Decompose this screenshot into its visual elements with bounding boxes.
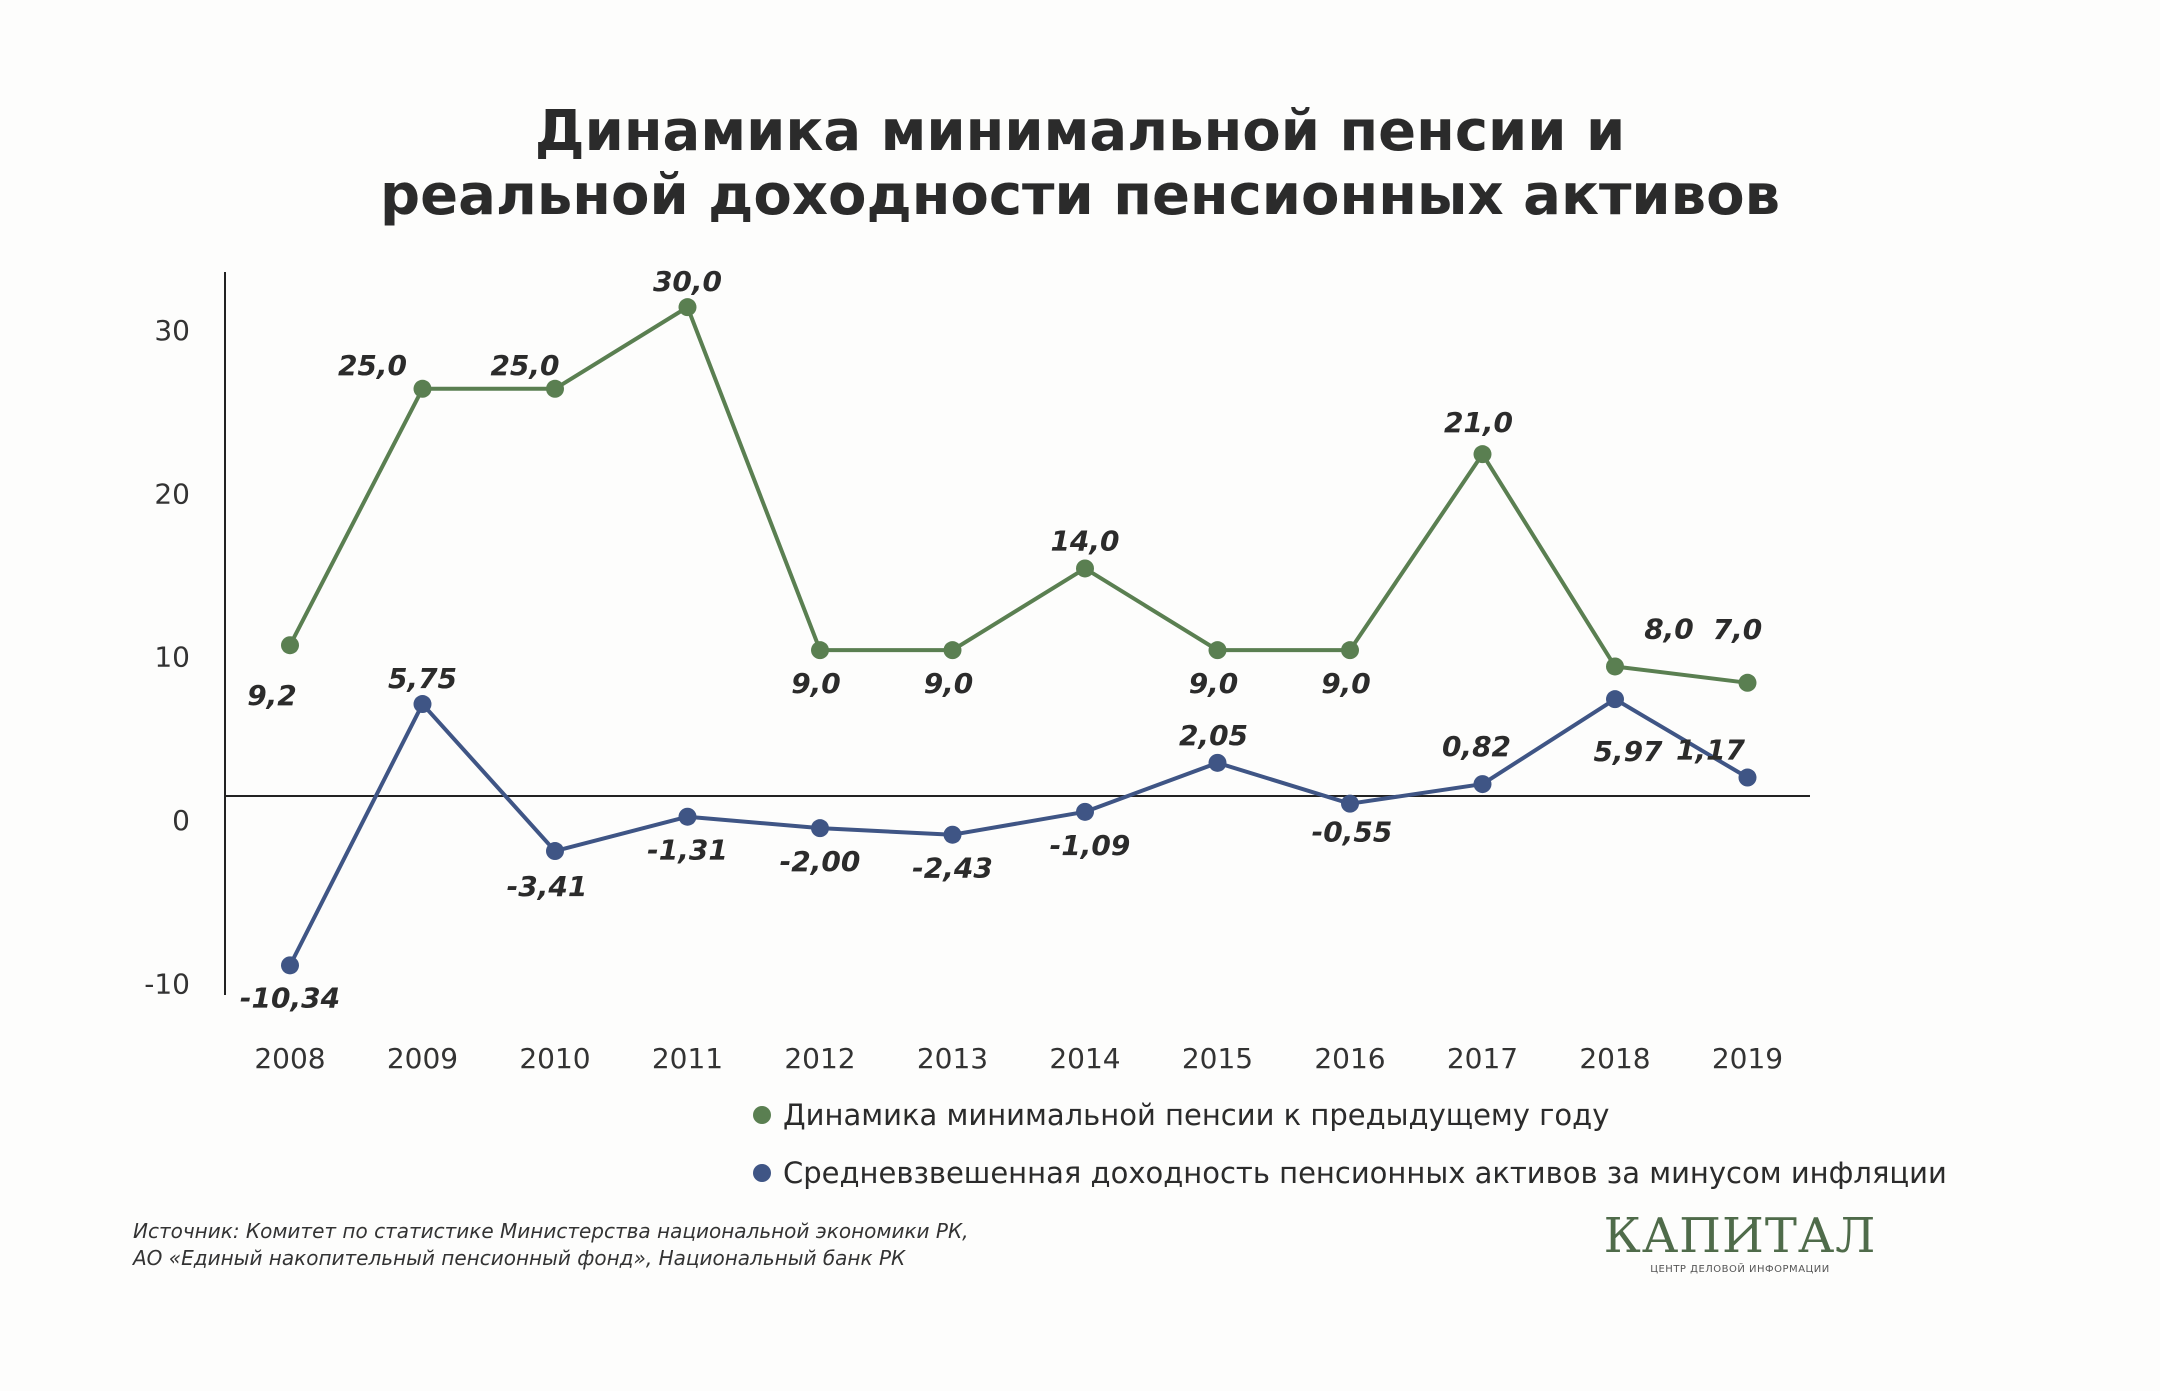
y-tick-label: -10 bbox=[144, 967, 190, 1000]
source-line-1: Источник: Комитет по статистике Министер… bbox=[133, 1219, 969, 1243]
source-line-2: АО «Единый накопительный пенсионный фонд… bbox=[133, 1246, 906, 1270]
series-2-label-2010: -3,41 bbox=[507, 870, 588, 903]
legend-label-1: Динамика минимальной пенсии к предыдущем… bbox=[783, 1098, 1609, 1132]
series-2-point-2018 bbox=[1606, 690, 1624, 709]
series-2-label-2012: -2,00 bbox=[780, 845, 861, 878]
logo-name: КАПИТАЛ bbox=[1603, 1208, 1877, 1264]
series-1-point-2018 bbox=[1606, 657, 1624, 676]
series-1-point-2014 bbox=[1076, 559, 1094, 578]
series-1-label-2013: 9,0 bbox=[924, 667, 974, 700]
series-1-point-2009 bbox=[413, 379, 432, 398]
series-2-label-2019: 1,17 bbox=[1676, 734, 1746, 767]
series-1-label-2017: 21,0 bbox=[1444, 406, 1513, 439]
x-tick-label: 2010 bbox=[519, 1042, 590, 1075]
series-2-point-2008 bbox=[281, 956, 299, 975]
y-tick-label: 30 bbox=[154, 314, 190, 347]
chart-title: Динамика минимальной пенсии и реальной д… bbox=[0, 100, 2160, 228]
series-2-point-2009 bbox=[413, 695, 432, 714]
series-2-label-2013: -2,43 bbox=[912, 852, 993, 885]
series-1-label-2014: 14,0 bbox=[1050, 524, 1119, 557]
series-2-point-2013 bbox=[943, 825, 962, 844]
series-1-point-2015 bbox=[1208, 641, 1227, 660]
series-2-point-2010 bbox=[546, 842, 564, 861]
chart-title-line-1: Динамика минимальной пенсии и bbox=[534, 99, 1626, 164]
x-tick-label: 2011 bbox=[652, 1042, 723, 1075]
legend-label-2: Средневзвешенная доходность пенсионных а… bbox=[783, 1156, 1947, 1190]
series-2-point-2011 bbox=[678, 807, 697, 826]
series-1-point-2008 bbox=[281, 636, 299, 655]
series-1-point-2011 bbox=[678, 298, 697, 317]
series-2-label-2011: -1,31 bbox=[647, 834, 728, 867]
x-tick-label: 2013 bbox=[917, 1042, 988, 1075]
y-tick-label: 10 bbox=[154, 641, 190, 674]
series-1-label-2018: 8,0 bbox=[1644, 612, 1694, 645]
x-tick-label: 2017 bbox=[1447, 1042, 1518, 1075]
series-2-point-2019 bbox=[1738, 768, 1757, 787]
kapital-logo: КАПИТАЛ ЦЕНТР ДЕЛОВОЙ ИНФОРМАЦИИ bbox=[1600, 1208, 1880, 1275]
x-tick-label: 2018 bbox=[1579, 1042, 1650, 1075]
source-note: Источник: Комитет по статистике Министер… bbox=[133, 1218, 1133, 1272]
series-2-label-2009: 5,75 bbox=[388, 662, 457, 695]
series-2-label-2014: -1,09 bbox=[1050, 829, 1131, 862]
series-line-1 bbox=[288, 305, 1748, 685]
x-tick-label: 2016 bbox=[1314, 1042, 1385, 1075]
chart-series bbox=[281, 298, 1757, 975]
series-1-label-2011: 30,0 bbox=[653, 265, 722, 298]
series-1-point-2017 bbox=[1473, 445, 1492, 464]
series-2-label-2015: 2,05 bbox=[1179, 719, 1248, 752]
series-1-label-2015: 9,0 bbox=[1189, 667, 1239, 700]
y-tick-label: 0 bbox=[172, 804, 190, 837]
x-tick-label: 2008 bbox=[254, 1042, 325, 1075]
x-tick-label: 2014 bbox=[1049, 1042, 1120, 1075]
series-2-label-2018: 5,97 bbox=[1593, 735, 1663, 768]
series-1-label-2008: 9,2 bbox=[247, 679, 297, 712]
x-tick-label: 2009 bbox=[387, 1042, 458, 1075]
series-2-label-2016: -0,55 bbox=[1312, 816, 1393, 849]
legend-marker-2 bbox=[753, 1164, 771, 1182]
x-tick-label: 2012 bbox=[784, 1042, 855, 1075]
series-1-point-2013 bbox=[943, 641, 962, 660]
series-2-point-2014 bbox=[1076, 802, 1094, 821]
legend-marker-1 bbox=[753, 1106, 771, 1124]
x-tick-label: 2015 bbox=[1182, 1042, 1253, 1075]
series-2-point-2012 bbox=[811, 819, 829, 838]
chart-legend: Динамика минимальной пенсии к предыдущем… bbox=[753, 1098, 1947, 1190]
series-2-label-2017: 0,82 bbox=[1442, 730, 1511, 763]
series-1-label-2010: 25,0 bbox=[490, 349, 559, 382]
series-2-point-2016 bbox=[1341, 794, 1359, 813]
series-2-point-2015 bbox=[1208, 753, 1227, 772]
series-1-label-2019: 7,0 bbox=[1713, 613, 1763, 646]
chart-data-labels: 9,2 25,0 25,0 30,0 9,0 9,0 14,0 9,0 9,0 21,0 8,0 7,… bbox=[240, 265, 1762, 1014]
series-2-point-2017 bbox=[1473, 775, 1492, 794]
series-2-label-2008: -10,34 bbox=[240, 981, 340, 1014]
series-1-point-2016 bbox=[1341, 641, 1359, 660]
series-1-point-2012 bbox=[811, 641, 829, 660]
chart-title-line-2: реальной доходности пенсионных активов bbox=[380, 163, 1780, 228]
logo-subtitle: ЦЕНТР ДЕЛОВОЙ ИНФОРМАЦИИ bbox=[1650, 1264, 1830, 1275]
series-1-label-2009: 25,0 bbox=[338, 349, 407, 382]
series-1-label-2016: 9,0 bbox=[1321, 667, 1371, 700]
chart-axes: 30 20 10 0 -10 bbox=[144, 272, 1810, 1000]
y-tick-label: 20 bbox=[154, 477, 190, 510]
x-axis-ticks: 2008 2009 2010 2011 2012 2013 2014 2015 2016 2017… bbox=[254, 1042, 1783, 1075]
series-1-point-2019 bbox=[1738, 673, 1757, 692]
x-tick-label: 2019 bbox=[1712, 1042, 1783, 1075]
series-1-label-2012: 9,0 bbox=[791, 667, 841, 700]
series-1-point-2010 bbox=[546, 379, 564, 398]
series-line-2 bbox=[288, 697, 1749, 967]
